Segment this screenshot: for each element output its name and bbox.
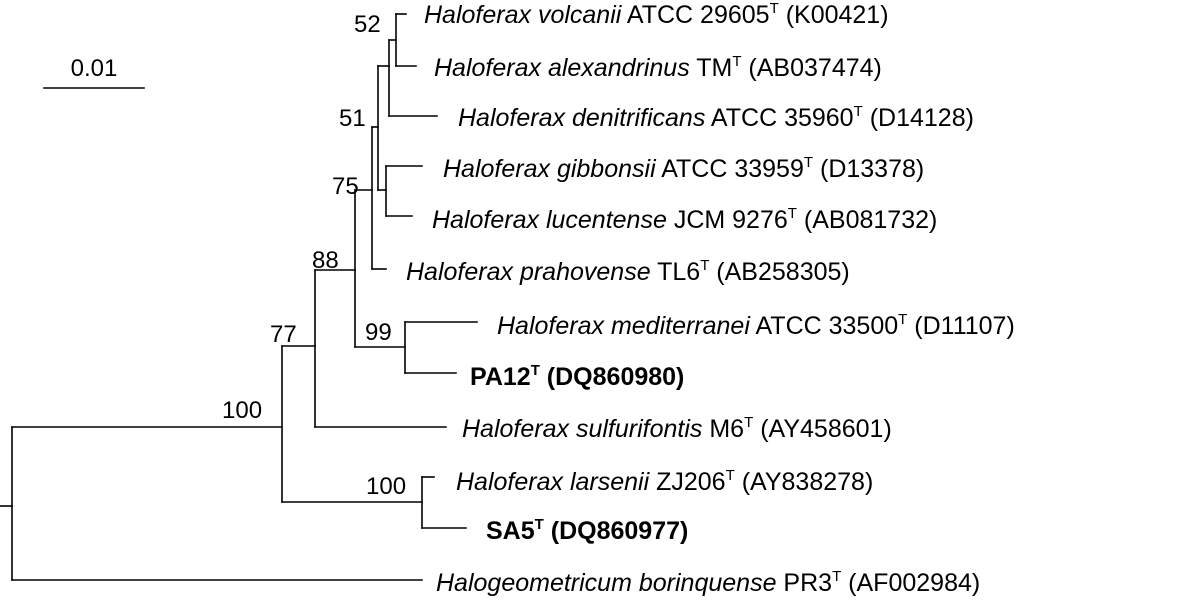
taxon-strain: SA5 [486,517,535,545]
taxon-label: Haloferax prahovense TL6T (AB258305) [406,257,850,286]
type-strain-superscript: T [744,414,753,431]
taxon-strain: PR3 [783,569,832,597]
taxon-strain: M6 [709,415,744,443]
taxon-accession: (AB081732) [797,206,937,234]
bootstrap-value: 52 [354,11,381,38]
taxon-label: Haloferax volcanii ATCC 29605T (K00421) [424,0,889,29]
taxon-accession: (D14128) [863,104,974,132]
bootstrap-value: 100 [222,397,262,424]
taxon-accession: (AY458601) [753,415,892,443]
taxon-label: Haloferax alexandrinus TMT (AB037474) [434,53,882,82]
type-strain-superscript: T [788,205,797,222]
taxon-strain: ATCC 33959 [661,155,804,183]
taxon-strain: JCM 9276 [674,206,788,234]
taxon-strain: TM [696,54,732,82]
taxon-accession: (AY838278) [735,468,874,496]
taxon-accession: (AF002984) [841,569,980,597]
taxon-species-name: Haloferax lucentense [432,206,667,234]
taxon-species-name: Haloferax larsenii [456,468,651,496]
taxon-label: PA12T (DQ860980) [470,362,684,391]
taxon-accession: (AB258305) [709,258,849,286]
type-strain-superscript: T [732,53,741,70]
taxon-species-name: Haloferax gibbonsii [443,155,657,183]
taxon-species-name: Haloferax alexandrinus [434,54,690,82]
scale-bar-label: 0.01 [71,55,118,82]
taxon-accession: (D13378) [813,155,924,183]
taxon-species-name: Haloferax prahovense [406,258,651,286]
taxon-strain: ATCC 29605 [627,1,770,29]
bootstrap-values: 52 51 75 88 99 77 100 100 [222,11,406,500]
scale-bar: 0.01 [43,55,145,89]
tree-branches [0,13,478,581]
taxon-species-name: Haloferax sulfurifontis [462,415,702,443]
taxon-label: Haloferax lucentense JCM 9276T (AB081732… [432,205,937,234]
taxon-accession: (DQ860977) [544,517,689,545]
taxon-species-name: Haloferax mediterranei [497,312,751,340]
type-strain-superscript: T [700,257,709,274]
type-strain-superscript: T [531,362,540,379]
bootstrap-value: 100 [366,473,406,500]
bootstrap-value: 99 [365,319,392,346]
type-strain-superscript: T [898,311,907,328]
taxon-label: Haloferax sulfurifontis M6T (AY458601) [462,414,892,443]
taxon-accession: (K00421) [779,1,889,29]
type-strain-superscript: T [832,568,841,585]
taxon-species-name: Haloferax volcanii [424,1,623,29]
type-strain-superscript: T [854,103,863,120]
bootstrap-value: 77 [270,321,297,348]
taxon-strain: PA12 [470,363,531,391]
taxon-strain: ATCC 33500 [755,312,898,340]
type-strain-superscript: T [770,0,779,17]
taxon-label: Halogeometricum borinquense PR3T (AF0029… [436,568,980,597]
type-strain-superscript: T [804,154,813,171]
type-strain-superscript: T [726,467,735,484]
taxon-labels: Haloferax volcanii ATCC 29605T (K00421)H… [406,0,1015,597]
taxon-label: Haloferax larsenii ZJ206T (AY838278) [456,467,873,496]
taxon-label: Haloferax gibbonsii ATCC 33959T (D13378) [443,154,924,183]
taxon-accession: (AB037474) [741,54,881,82]
taxon-strain: TL6 [657,258,700,286]
bootstrap-value: 75 [332,173,359,200]
bootstrap-value: 51 [339,105,366,132]
taxon-species-name: Halogeometricum borinquense [436,569,776,597]
taxon-label: Haloferax denitrificans ATCC 35960T (D14… [458,103,974,132]
taxon-accession: (D11107) [907,312,1014,340]
taxon-strain: ZJ206 [656,468,725,496]
taxon-strain: ATCC 35960 [711,104,854,132]
taxon-label: SA5T (DQ860977) [486,516,688,545]
bootstrap-value: 88 [312,247,339,274]
taxon-accession: (DQ860980) [540,363,685,391]
taxon-species-name: Haloferax denitrificans [458,104,705,132]
type-strain-superscript: T [535,516,544,533]
taxon-label: Haloferax mediterranei ATCC 33500T (D111… [497,311,1015,340]
